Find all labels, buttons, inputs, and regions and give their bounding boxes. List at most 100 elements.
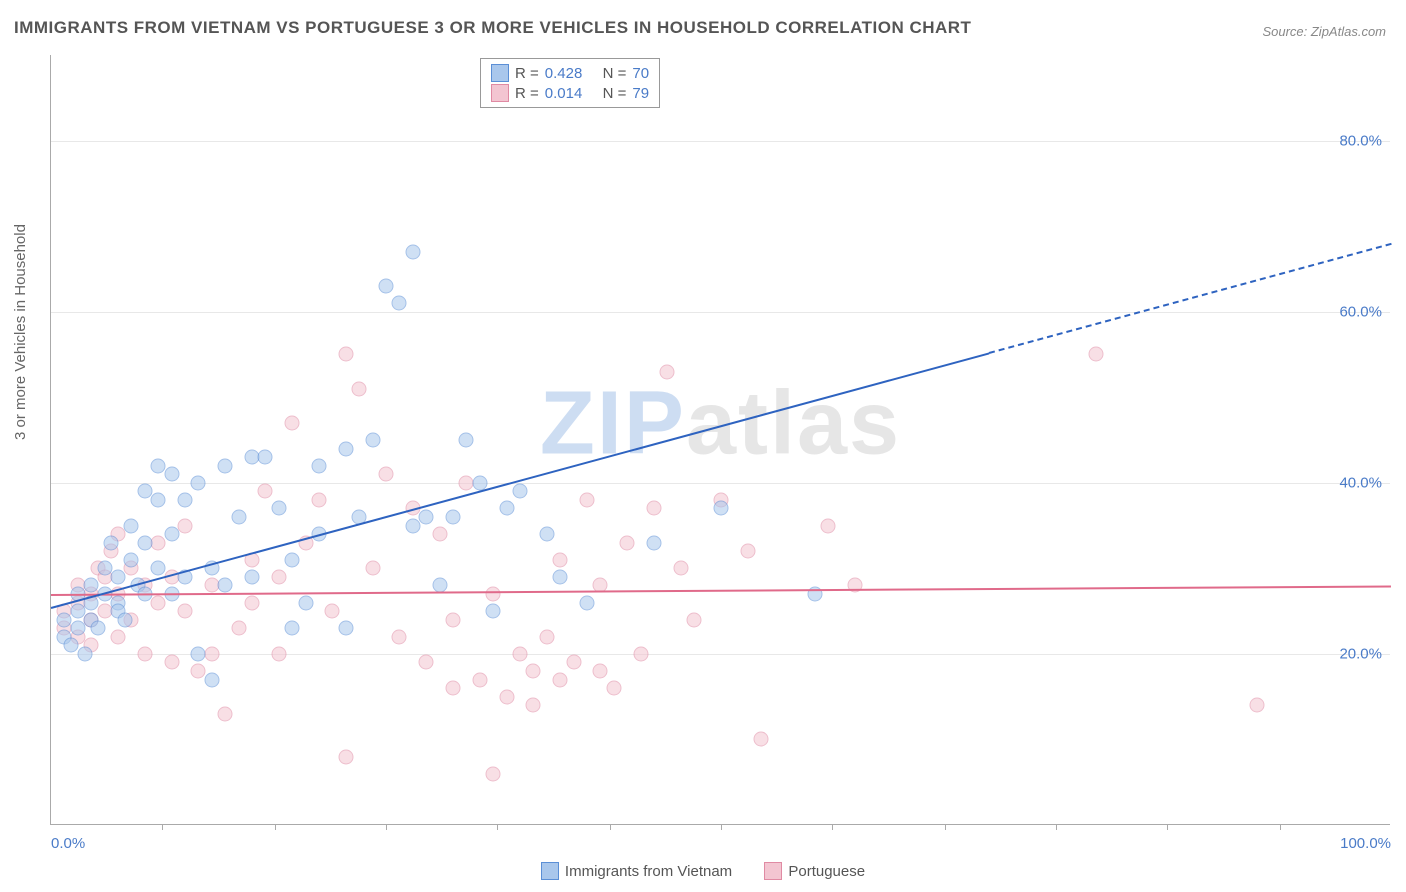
data-point — [338, 347, 353, 362]
data-point — [258, 484, 273, 499]
data-point — [218, 706, 233, 721]
data-point — [486, 604, 501, 619]
data-point — [405, 244, 420, 259]
data-point — [285, 552, 300, 567]
correlation-legend: R = 0.428 N = 70 R = 0.014 N = 79 — [480, 58, 660, 108]
x-tick-mark — [1167, 824, 1168, 830]
data-point — [178, 492, 193, 507]
data-point — [419, 655, 434, 670]
trend-line — [989, 243, 1392, 354]
gridline — [51, 312, 1390, 313]
data-point — [325, 604, 340, 619]
y-tick-label: 40.0% — [1339, 474, 1382, 491]
data-point — [526, 698, 541, 713]
x-tick-mark — [945, 824, 946, 830]
data-point — [164, 467, 179, 482]
data-point — [231, 510, 246, 525]
x-tick-mark — [721, 824, 722, 830]
data-point — [419, 510, 434, 525]
data-point — [245, 569, 260, 584]
data-point — [486, 766, 501, 781]
data-point — [446, 681, 461, 696]
data-point — [191, 646, 206, 661]
legend-item-portuguese: Portuguese — [764, 862, 865, 880]
data-point — [513, 484, 528, 499]
data-point — [392, 629, 407, 644]
data-point — [446, 612, 461, 627]
data-point — [499, 689, 514, 704]
legend-label-vietnam: Immigrants from Vietnam — [565, 863, 732, 880]
legend-row-portuguese: R = 0.014 N = 79 — [491, 83, 649, 103]
data-point — [660, 364, 675, 379]
series-legend: Immigrants from Vietnam Portuguese — [0, 862, 1406, 884]
n-value-vietnam: 70 — [632, 65, 649, 82]
source-attribution: Source: ZipAtlas.com — [1262, 24, 1386, 39]
data-point — [821, 518, 836, 533]
data-point — [97, 561, 112, 576]
data-point — [1089, 347, 1104, 362]
data-point — [338, 621, 353, 636]
data-point — [553, 672, 568, 687]
data-point — [539, 629, 554, 644]
data-point — [178, 604, 193, 619]
data-point — [687, 612, 702, 627]
swatch-portuguese — [491, 84, 509, 102]
data-point — [151, 492, 166, 507]
data-point — [191, 664, 206, 679]
data-point — [405, 518, 420, 533]
gridline — [51, 141, 1390, 142]
data-point — [151, 535, 166, 550]
gridline — [51, 483, 1390, 484]
data-point — [392, 296, 407, 311]
data-point — [104, 535, 119, 550]
data-point — [271, 501, 286, 516]
data-point — [164, 655, 179, 670]
data-point — [151, 595, 166, 610]
r-value-portuguese: 0.014 — [545, 85, 583, 102]
data-point — [472, 672, 487, 687]
data-point — [338, 749, 353, 764]
swatch-portuguese — [764, 862, 782, 880]
data-point — [57, 612, 72, 627]
data-point — [459, 433, 474, 448]
data-point — [218, 458, 233, 473]
data-point — [124, 518, 139, 533]
data-point — [271, 569, 286, 584]
data-point — [285, 621, 300, 636]
y-tick-label: 80.0% — [1339, 132, 1382, 149]
n-label: N = — [603, 85, 627, 102]
data-point — [70, 604, 85, 619]
data-point — [124, 552, 139, 567]
data-point — [84, 578, 99, 593]
data-point — [90, 621, 105, 636]
data-point — [312, 492, 327, 507]
data-point — [111, 569, 126, 584]
data-point — [1250, 698, 1265, 713]
r-value-vietnam: 0.428 — [545, 65, 583, 82]
x-tick-mark — [275, 824, 276, 830]
data-point — [379, 467, 394, 482]
data-point — [513, 646, 528, 661]
data-point — [352, 381, 367, 396]
data-point — [231, 621, 246, 636]
trend-line — [51, 585, 1391, 596]
data-point — [312, 458, 327, 473]
data-point — [151, 458, 166, 473]
data-point — [298, 595, 313, 610]
data-point — [486, 587, 501, 602]
data-point — [606, 681, 621, 696]
data-point — [754, 732, 769, 747]
data-point — [673, 561, 688, 576]
chart-title: IMMIGRANTS FROM VIETNAM VS PORTUGUESE 3 … — [14, 18, 971, 38]
data-point — [432, 527, 447, 542]
data-point — [64, 638, 79, 653]
data-point — [111, 629, 126, 644]
data-point — [204, 672, 219, 687]
data-point — [191, 475, 206, 490]
data-point — [499, 501, 514, 516]
data-point — [77, 646, 92, 661]
r-label: R = — [515, 65, 539, 82]
data-point — [593, 664, 608, 679]
x-tick-mark — [1056, 824, 1057, 830]
x-tick-label: 0.0% — [51, 835, 85, 852]
